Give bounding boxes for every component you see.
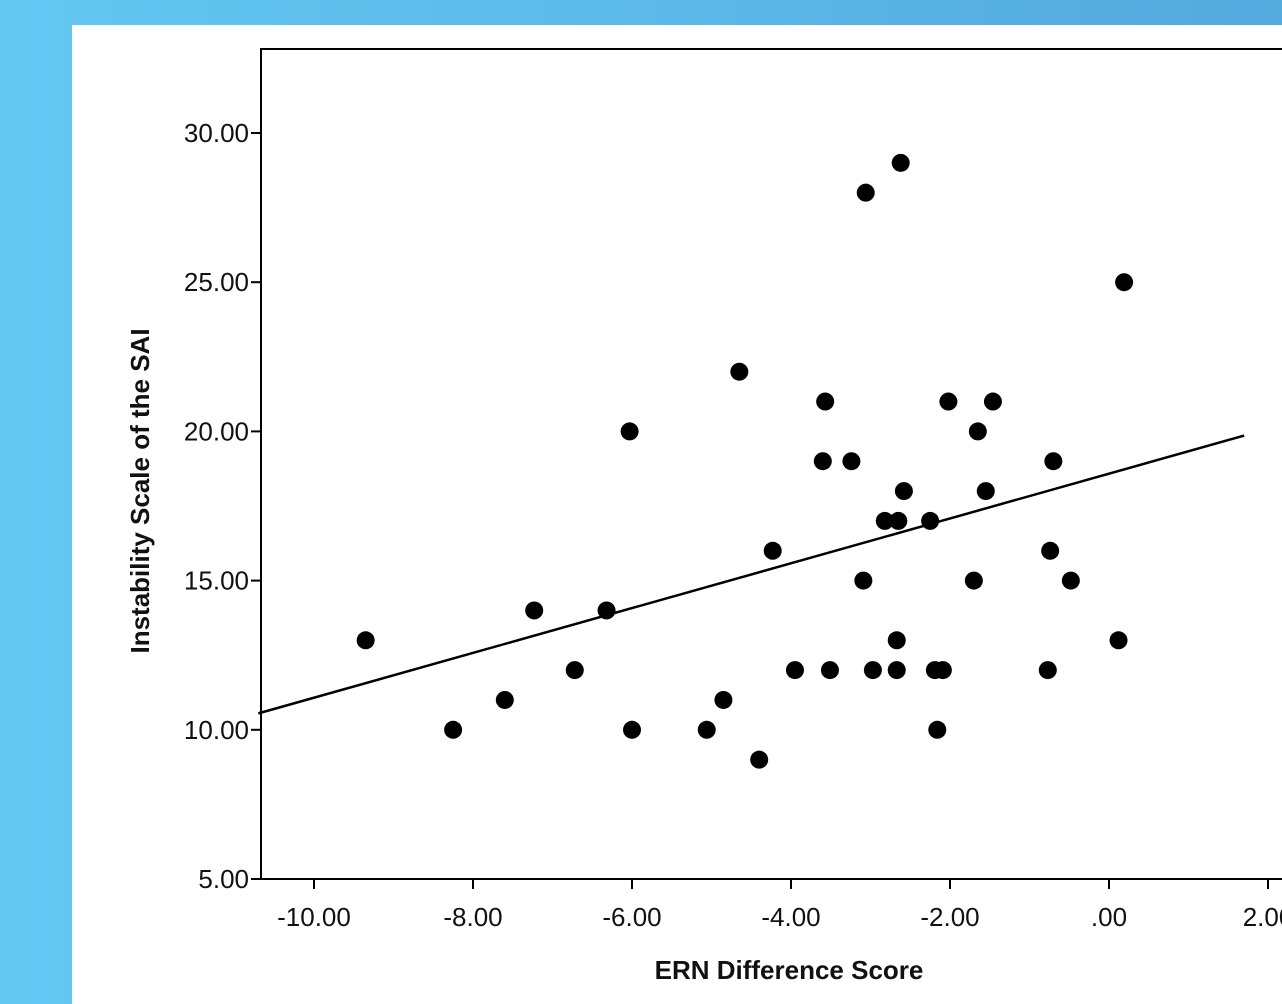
data-point: [842, 452, 861, 471]
data-point: [750, 750, 769, 769]
x-tick-label: -6.00: [602, 902, 661, 932]
data-point: [1115, 273, 1134, 292]
data-point: [968, 422, 987, 441]
x-axis-title: ERN Difference Score: [655, 955, 924, 985]
y-tick-label: 25.00: [184, 267, 249, 297]
data-point: [697, 720, 716, 739]
x-tick-label: -8.00: [443, 902, 502, 932]
x-tick-label: -2.00: [920, 902, 979, 932]
data-point: [356, 631, 375, 650]
data-point: [891, 153, 910, 172]
y-tick-label: 5.00: [198, 864, 249, 894]
x-tick-label: 2.00: [1243, 902, 1282, 932]
fit-line: [258, 434, 1245, 715]
y-axis-title: Instability Scale of the SAI: [125, 328, 155, 653]
y-tick-label: 30.00: [184, 118, 249, 148]
data-point: [894, 482, 913, 501]
data-point: [1061, 571, 1080, 590]
data-point: [976, 482, 995, 501]
x-tick-label: -4.00: [761, 902, 820, 932]
data-point: [928, 720, 947, 739]
data-point: [854, 571, 873, 590]
data-point: [623, 720, 641, 739]
y-tick-label: 15.00: [184, 566, 249, 596]
data-point: [863, 661, 882, 680]
data-point: [983, 392, 1002, 411]
data-point: [887, 631, 906, 650]
data-point: [730, 362, 749, 381]
scatter-chart: 5.00 10.00 15.00 20.00 25.00 30.00 -10.00 -8.0…: [125, 48, 1282, 985]
data-point: [763, 541, 782, 560]
data-point: [1109, 631, 1128, 650]
data-point: [597, 601, 616, 620]
data-point: [1041, 541, 1060, 560]
y-tick-label: 10.00: [184, 715, 249, 745]
y-tick-label: 20.00: [184, 416, 249, 446]
data-point: [939, 392, 958, 411]
data-point: [889, 511, 908, 530]
x-axis: -10.00 -8.00 -6.00 -4.00 -2.00 .00 2.00: [277, 879, 1282, 932]
plot-frame: [260, 48, 1282, 880]
data-point: [1044, 452, 1063, 471]
data-point: [816, 392, 835, 411]
data-point: [620, 422, 639, 441]
data-point: [820, 661, 839, 680]
x-tick-label: -10.00: [277, 902, 351, 932]
data-point: [714, 690, 733, 709]
data-point: [887, 661, 906, 680]
chart-panel: 5.00 10.00 15.00 20.00 25.00 30.00 -10.00 -8.0…: [72, 25, 1282, 1004]
data-point: [785, 661, 804, 680]
data-point: [964, 571, 983, 590]
data-point: [444, 720, 463, 739]
data-point: [875, 511, 894, 530]
data-points: [356, 153, 1134, 769]
data-point: [921, 511, 940, 530]
data-point: [933, 661, 952, 680]
data-point: [565, 661, 584, 680]
data-point: [813, 452, 832, 471]
data-point: [525, 601, 544, 620]
y-axis: 5.00 10.00 15.00 20.00 25.00 30.00: [184, 118, 261, 894]
data-point: [856, 183, 875, 202]
x-tick-label: .00: [1091, 902, 1127, 932]
data-point: [495, 690, 514, 709]
data-point: [1038, 661, 1057, 680]
